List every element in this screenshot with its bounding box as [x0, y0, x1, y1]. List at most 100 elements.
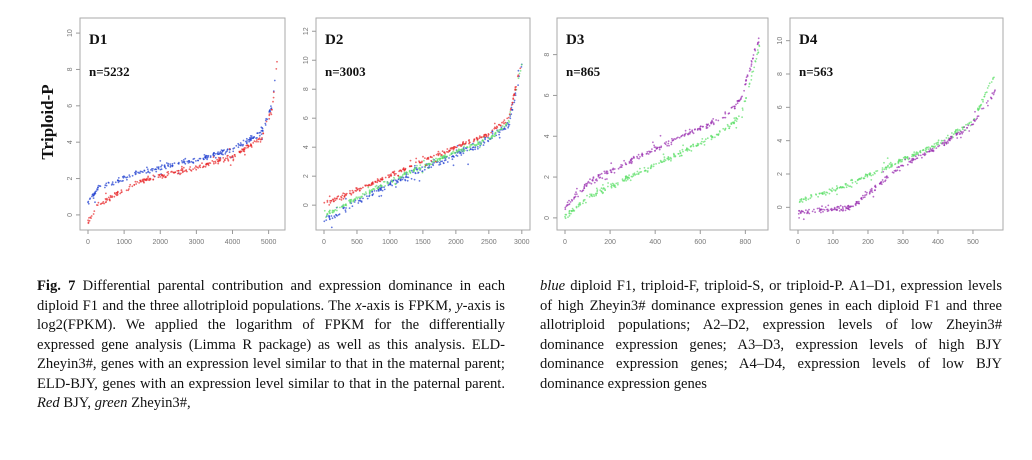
data-point-green: [632, 174, 635, 177]
data-point-green: [644, 169, 647, 172]
data-point-purple: [636, 155, 638, 158]
data-point-red: [502, 121, 505, 123]
data-point-blue: [169, 163, 172, 166]
scatter-points: [564, 37, 761, 220]
data-point-red: [376, 181, 379, 184]
data-point-green: [426, 164, 429, 166]
data-point-red: [450, 148, 452, 150]
data-point-green: [695, 144, 698, 147]
data-point-green: [353, 198, 356, 201]
data-point-purple: [827, 204, 830, 207]
data-point-blue: [380, 194, 383, 197]
data-point-blue: [391, 184, 393, 187]
data-point-red: [503, 119, 506, 121]
data-point-green: [829, 189, 832, 191]
data-point-green: [667, 156, 670, 159]
data-point-green: [883, 161, 885, 164]
data-point-purple: [736, 102, 739, 105]
data-point-purple: [863, 196, 866, 199]
data-point-blue: [203, 154, 206, 156]
sample-size-label: n=563: [799, 64, 834, 79]
data-point-purple: [941, 142, 943, 145]
data-point-purple: [706, 126, 709, 129]
data-point-blue: [226, 150, 228, 153]
data-point-green: [623, 180, 625, 182]
data-point-green: [688, 149, 691, 152]
data-point-green: [961, 126, 963, 129]
data-point-red: [260, 138, 263, 141]
data-point-purple: [901, 164, 904, 167]
data-point-purple: [568, 199, 570, 202]
data-point-green: [564, 217, 567, 220]
data-point-purple: [744, 80, 747, 82]
data-point-red: [467, 139, 470, 142]
data-point-red: [358, 190, 361, 192]
data-point-green: [409, 169, 411, 172]
x-tick-label: 2000: [152, 239, 168, 246]
data-point-green: [700, 140, 703, 143]
data-point-purple: [723, 116, 725, 119]
data-point-green: [519, 70, 522, 72]
data-point-blue: [160, 165, 162, 168]
data-point-green: [363, 193, 366, 196]
data-point-red: [374, 180, 377, 183]
data-point-green: [870, 174, 873, 177]
data-point-green: [604, 189, 607, 191]
caption-right-column: blue diploid F1, triploid-F, triploid-S,…: [540, 277, 1002, 394]
data-point-blue: [477, 147, 479, 150]
data-point-purple: [972, 119, 975, 121]
data-point-green: [825, 191, 828, 194]
data-point-red: [483, 134, 485, 136]
data-point-purple: [733, 107, 736, 110]
data-point-purple: [573, 196, 576, 199]
panel-title: D1: [89, 32, 107, 48]
data-point-purple: [658, 146, 661, 149]
data-point-green: [478, 146, 481, 149]
data-point-green: [328, 210, 331, 212]
data-point-green: [801, 201, 804, 203]
data-point-purple: [583, 185, 586, 188]
y-tick-label: 6: [544, 93, 551, 97]
x-tick-label: 300: [897, 239, 909, 246]
x-tick-label: 2500: [481, 239, 497, 246]
data-point-red: [229, 156, 231, 158]
data-point-red: [446, 150, 448, 153]
data-point-purple: [585, 182, 587, 185]
data-point-red: [333, 200, 335, 203]
data-point-blue: [344, 211, 347, 213]
data-point-blue: [155, 168, 158, 171]
data-point-red: [120, 189, 123, 192]
data-point-purple: [650, 150, 653, 153]
data-point-blue: [511, 108, 514, 111]
data-point-green: [505, 123, 507, 126]
data-point-green: [376, 187, 379, 190]
data-point-red: [404, 167, 407, 170]
data-point-purple: [664, 143, 667, 146]
data-point-purple: [962, 131, 964, 133]
data-point-red: [166, 174, 169, 177]
data-point-red: [252, 142, 255, 144]
data-point-green: [741, 109, 744, 111]
data-point-green: [728, 127, 731, 129]
data-point-purple: [666, 144, 669, 147]
data-point-blue: [337, 214, 340, 216]
data-point-blue: [507, 125, 510, 128]
data-point-purple: [813, 208, 815, 211]
data-point-green: [942, 139, 945, 142]
data-point-purple: [574, 193, 576, 196]
data-point-green: [864, 175, 867, 178]
data-point-blue: [381, 189, 384, 192]
data-point-purple: [838, 210, 841, 212]
y-tick-label: 0: [67, 213, 74, 217]
data-point-purple: [750, 60, 753, 62]
data-point-red: [147, 175, 150, 178]
data-point-purple: [956, 137, 959, 139]
data-point-red: [323, 201, 326, 204]
data-point-blue: [135, 172, 137, 175]
data-point-purple: [857, 200, 860, 203]
data-point-purple: [746, 75, 749, 78]
data-point-green: [639, 167, 641, 170]
data-point-red: [208, 162, 211, 164]
data-point-purple: [597, 175, 600, 178]
data-point-red: [427, 158, 430, 160]
